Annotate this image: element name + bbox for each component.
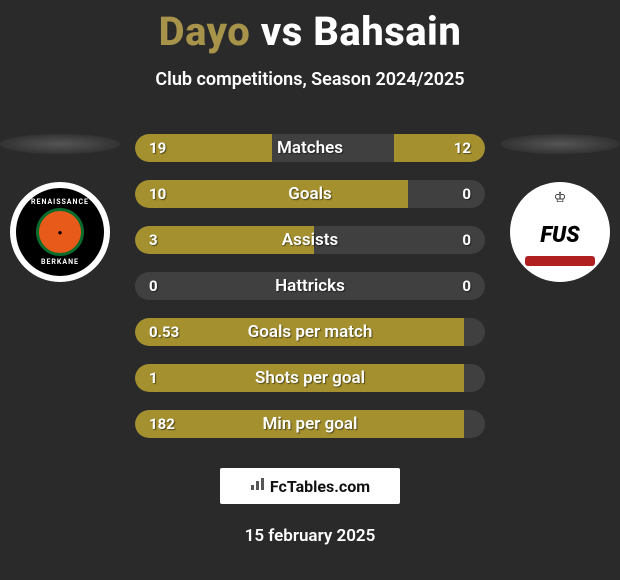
stat-row: 0 Hattricks 0 — [135, 272, 485, 300]
stat-label: Assists — [282, 230, 338, 250]
stat-value-left: 3 — [149, 231, 158, 249]
stat-label: Min per goal — [263, 414, 358, 434]
stat-fill-left — [135, 180, 408, 208]
stat-label: Matches — [277, 138, 343, 158]
title-left: Dayo — [159, 8, 251, 55]
shadow-ellipse-left — [0, 134, 120, 154]
stat-value-left: 19 — [149, 139, 166, 157]
stat-label: Goals — [288, 184, 332, 204]
title-right: Bahsain — [313, 8, 461, 55]
stat-value-right: 0 — [462, 277, 471, 295]
stat-label: Shots per goal — [255, 368, 365, 388]
stat-value-left: 1 — [149, 369, 158, 387]
player-right-column: ♔ FUS — [500, 134, 620, 282]
stat-label: Hattricks — [275, 276, 345, 296]
shadow-ellipse-right — [500, 134, 620, 154]
subtitle: Club competitions, Season 2024/2025 — [0, 69, 620, 90]
renaissance-berkane-logo: RENAISSANCE BERKANE — [10, 182, 110, 282]
chart-icon — [250, 477, 266, 495]
stat-row: 19 Matches 12 — [135, 134, 485, 162]
stat-row: 3 Assists 0 — [135, 226, 485, 254]
date-label: 15 february 2025 — [0, 526, 620, 546]
brand-badge: FcTables.com — [220, 468, 400, 504]
player-left-column: RENAISSANCE BERKANE — [0, 134, 120, 282]
stat-value-left: 10 — [149, 185, 166, 203]
stats-list: 19Matches1210Goals03Assists00Hattricks00… — [135, 134, 485, 438]
stat-value-right: 12 — [454, 139, 471, 157]
stat-row: 182 Min per goal — [135, 410, 485, 438]
stat-row: 0.53 Goals per match — [135, 318, 485, 346]
stat-value-right: 0 — [462, 185, 471, 203]
title-vs: vs — [250, 8, 313, 55]
fus-rabat-logo: ♔ FUS — [510, 182, 610, 282]
stat-label: Goals per match — [248, 322, 373, 342]
stat-fill-right — [394, 134, 485, 162]
brand-text: FcTables.com — [270, 477, 370, 496]
stat-row: 1 Shots per goal — [135, 364, 485, 392]
page-title: Dayo vs Bahsain — [0, 0, 620, 55]
stat-value-left: 0.53 — [149, 323, 179, 341]
stat-value-right: 0 — [462, 231, 471, 249]
comparison-chart: RENAISSANCE BERKANE ♔ FUS 19Matches1210G… — [0, 134, 620, 438]
stat-value-left: 182 — [149, 415, 175, 433]
stat-row: 10 Goals 0 — [135, 180, 485, 208]
stat-value-left: 0 — [149, 277, 158, 295]
